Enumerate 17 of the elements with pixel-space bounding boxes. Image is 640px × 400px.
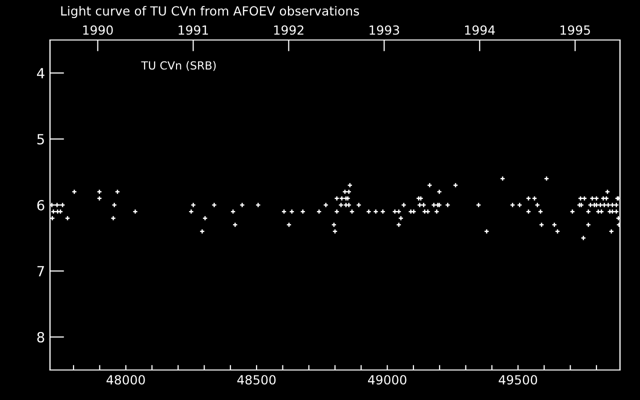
x-tick-label: 48000 (106, 375, 145, 385)
y-tick-label: 5 (37, 134, 44, 144)
x2-tick-label: 1993 (370, 25, 400, 35)
y-tick-label: 7 (37, 266, 44, 276)
y-tick-label: 6 (37, 200, 44, 210)
x2-tick-label: 1994 (465, 25, 495, 35)
y-tick-label: 8 (37, 332, 44, 342)
annotation: TU CVn (SRB) (141, 61, 216, 71)
x2-tick-label: 1995 (560, 25, 590, 35)
x-tick-label: 49500 (498, 375, 538, 385)
x2-tick-label: 1991 (178, 25, 208, 35)
x-tick-label: 49000 (368, 375, 406, 385)
y-tick-label: 4 (36, 68, 44, 78)
chart-title: Light curve of TU CVn from AFOEV observations (61, 6, 360, 18)
x-tick-label: 48500 (237, 375, 276, 385)
x2-tick-label: 1992 (274, 25, 304, 35)
x2-tick-label: 1990 (83, 25, 113, 35)
